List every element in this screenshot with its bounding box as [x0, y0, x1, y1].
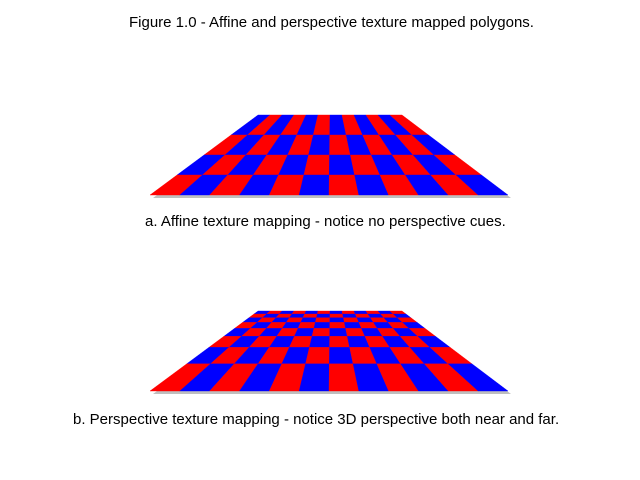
- perspective-tile-r5-c5: [309, 336, 330, 348]
- perspective-tile-r4-c6: [329, 328, 348, 337]
- perspective-tile-r0-c8: [353, 310, 369, 315]
- perspective-tile-r3-c5: [313, 322, 331, 329]
- perspective-tile-r0-c3: [291, 310, 307, 315]
- affine-tile-r3-c11: [455, 174, 509, 196]
- perspective-tile-r1-c6: [329, 313, 344, 318]
- caption-affine: a. Affine texture mapping - notice no pe…: [145, 213, 506, 230]
- perspective-tile-r6-c6: [329, 347, 354, 365]
- perspective-tile-r3-c6: [329, 322, 346, 329]
- perspective-tile-r0-c5: [317, 310, 331, 315]
- caption-perspective: b. Perspective texture mapping - notice …: [73, 411, 560, 428]
- perspective-tile-r6-c5: [305, 347, 330, 365]
- perspective-checkerboard: [149, 310, 511, 394]
- figure-title: Figure 1.0 - Affine and perspective text…: [129, 14, 534, 31]
- perspective-tile-r2-c5: [315, 317, 331, 323]
- affine-tile-r2-c6: [329, 154, 355, 176]
- perspective-tile-r1-c3: [289, 313, 305, 318]
- perspective-tile-r0-c7: [341, 310, 356, 315]
- perspective-tile-r5-c6: [329, 336, 350, 348]
- affine-checkerboard: [149, 114, 511, 198]
- perspective-tile-r7-c11: [447, 363, 509, 392]
- perspective-tile-r0-c4: [304, 310, 319, 315]
- affine-tile-r3-c6: [328, 174, 360, 196]
- perspective-tile-r4-c4: [294, 328, 315, 337]
- perspective-tile-r1-c4: [302, 313, 318, 318]
- perspective-tile-r2-c4: [300, 317, 317, 323]
- perspective-tiles: [149, 310, 509, 392]
- perspective-tile-r0-c6: [329, 310, 343, 315]
- perspective-tile-r3-c4: [297, 322, 316, 329]
- perspective-tile-r2-c3: [285, 317, 304, 323]
- perspective-tile-r2-c7: [343, 317, 360, 323]
- perspective-tile-r1-c5: [316, 313, 331, 318]
- perspective-tile-r3-c7: [344, 322, 362, 329]
- perspective-tile-r4-c5: [311, 328, 330, 337]
- perspective-tile-r1-c7: [342, 313, 358, 318]
- affine-tile-r2-c5: [303, 154, 330, 176]
- affine-tiles: [149, 114, 509, 196]
- affine-tile-r3-c5: [298, 174, 330, 196]
- perspective-tile-r0-c2: [278, 310, 295, 315]
- perspective-tile-r2-c6: [329, 317, 345, 323]
